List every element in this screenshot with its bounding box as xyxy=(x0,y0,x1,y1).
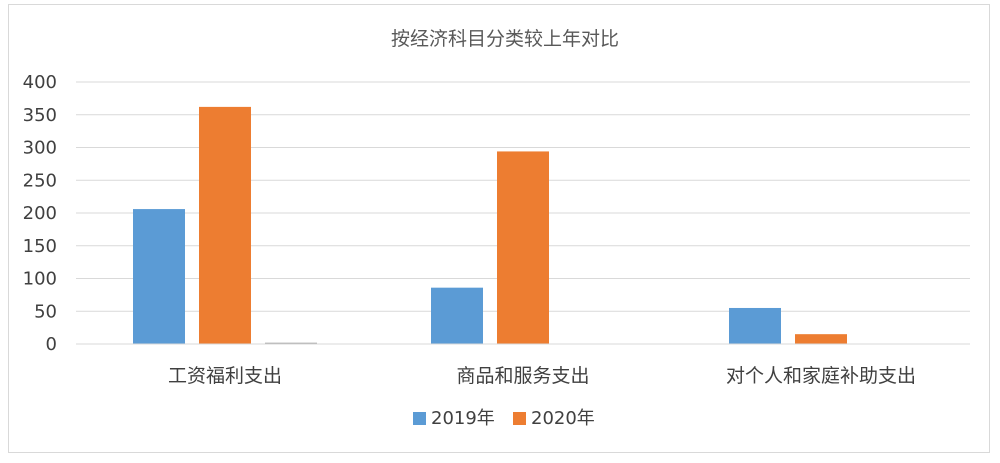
bar xyxy=(265,342,317,344)
bar xyxy=(795,334,847,344)
y-tick-label: 50 xyxy=(34,301,57,322)
legend-label: 2019年 xyxy=(431,408,495,429)
y-tick-label: 200 xyxy=(23,203,57,224)
y-tick-label: 300 xyxy=(23,138,57,159)
y-tick-label: 150 xyxy=(23,236,57,257)
bar xyxy=(497,151,549,344)
legend-swatch xyxy=(413,412,426,425)
x-category-label: 对个人和家庭补助支出 xyxy=(726,365,916,387)
legend-label: 2020年 xyxy=(531,408,595,429)
chart-title: 按经济科目分类较上年对比 xyxy=(391,28,619,50)
y-axis-ticks: 0 50 100 150 200 250 300 350 400 xyxy=(23,72,57,355)
bars xyxy=(133,106,847,344)
y-tick-label: 350 xyxy=(23,105,57,126)
y-tick-label: 250 xyxy=(23,170,57,191)
y-tick-label: 400 xyxy=(23,72,57,93)
x-category-label: 商品和服务支出 xyxy=(456,365,589,387)
legend-swatch xyxy=(513,412,526,425)
x-axis-categories: 工资福利支出 商品和服务支出 对个人和家庭补助支出 xyxy=(168,365,916,387)
bar xyxy=(729,307,781,344)
bar xyxy=(431,287,483,344)
bar xyxy=(199,106,251,344)
y-tick-label: 0 xyxy=(46,334,57,355)
x-category-label: 工资福利支出 xyxy=(168,365,282,387)
bar xyxy=(133,209,185,344)
legend: 2019年 2020年 xyxy=(413,408,595,429)
y-tick-label: 100 xyxy=(23,269,57,290)
